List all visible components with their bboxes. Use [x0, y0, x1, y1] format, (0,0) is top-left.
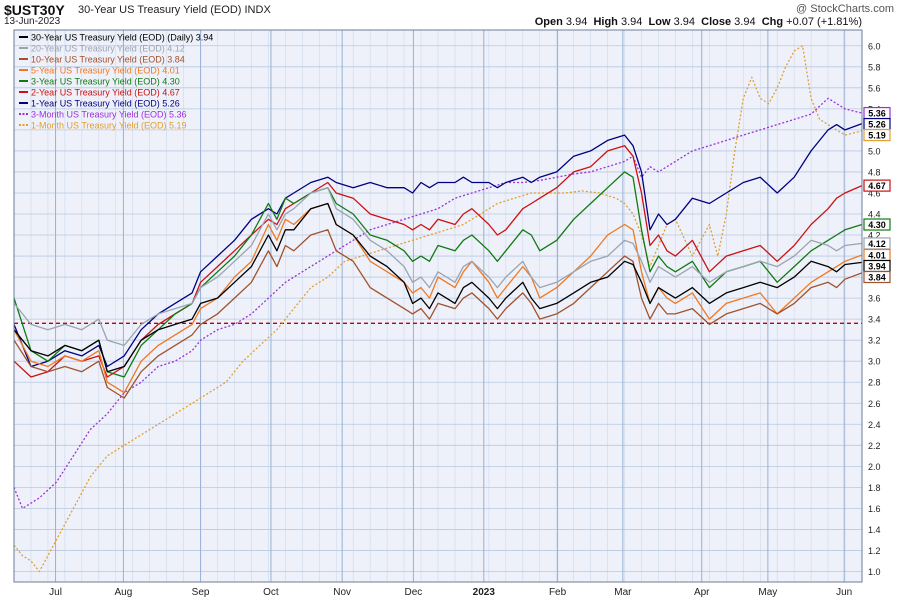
y-tick-label: 5.8: [868, 62, 881, 72]
high-value: 3.94: [620, 16, 643, 28]
exchange-text: INDX: [244, 4, 271, 16]
legend-entry: 10-Year US Treasury Yield (EOD) 3.84: [31, 55, 185, 65]
open-value: 3.94: [565, 16, 588, 28]
y-tick-label: 1.4: [868, 525, 881, 535]
series-line: [13, 187, 863, 347]
y-tick-label: 1.2: [868, 546, 881, 556]
y-tick-label: 2.0: [868, 462, 881, 472]
y-tick-label: 1.6: [868, 504, 881, 514]
legend-entry: 1-Month US Treasury Yield (EOD) 5.19: [31, 121, 187, 131]
last-value-tag-box: [863, 128, 891, 142]
stockcharts-watermark: @ StockCharts.com: [796, 3, 894, 15]
plot-border: [13, 29, 863, 583]
x-tick-label: 2023: [473, 587, 496, 598]
series-line: [13, 122, 863, 368]
y-tick-label: 4.4: [868, 210, 881, 220]
last-value-tag: 5.19: [868, 131, 886, 141]
x-tick-label: Feb: [549, 587, 567, 598]
y-tick-label: 5.0: [868, 146, 881, 156]
legend: 30-Year US Treasury Yield (EOD) (Daily) …: [19, 33, 213, 131]
y-tick-label: 1.0: [868, 567, 881, 577]
high-label: High: [593, 16, 618, 28]
low-value: 3.94: [673, 16, 695, 28]
chg-label: Chg: [761, 16, 784, 28]
chart-gridlines: [14, 30, 862, 582]
legend-entry: 3-Year US Treasury Yield (EOD) 4.30: [31, 77, 180, 87]
y-tick-label: 4.6: [868, 188, 881, 198]
last-value-tag-box: [863, 218, 891, 231]
legend-entry: 30-Year US Treasury Yield (EOD) (Daily) …: [31, 33, 213, 43]
series-line: [13, 171, 863, 378]
last-value-tag: 5.36: [868, 109, 886, 119]
legend-entry: 2-Year US Treasury Yield (EOD) 4.67: [31, 88, 180, 98]
y-tick-label: 1.8: [868, 483, 881, 493]
y-tick-label: 5.6: [868, 83, 881, 93]
x-tick-label: Oct: [263, 587, 279, 598]
last-value-tag: 3.94: [868, 262, 886, 272]
last-value-tag: 5.26: [868, 120, 886, 130]
close-value: 3.94: [734, 16, 756, 28]
y-tick-label: 4.8: [868, 167, 881, 177]
close-label: Close: [701, 16, 732, 28]
last-value-tags: 5.365.265.19 4.67 4.30 4.12 4.013.943.84: [863, 106, 891, 284]
y-tick-label: 2.4: [868, 420, 881, 430]
x-tick-label: Nov: [333, 587, 351, 598]
last-value-tag: 4.67: [868, 181, 886, 191]
chart-date: 13-Jun-2023: [4, 16, 61, 27]
series-line: [13, 202, 863, 394]
last-value-tag: 4.12: [868, 239, 886, 249]
last-value-tag: 4.01: [868, 251, 886, 261]
open-label: Open: [534, 16, 563, 28]
y-tick-label: 3.2: [868, 336, 881, 346]
legend-entry: 5-Year US Treasury Yield (EOD) 4.01: [31, 66, 180, 76]
ohlc-readout: Open 3.94 High 3.94 Low 3.94 Close 3.94 …: [535, 16, 862, 28]
x-axis: Jul Aug Sep Oct Nov Dec 2023 Feb Mar Apr May Jun: [49, 587, 852, 598]
description-text: 30-Year US Treasury Yield (EOD): [78, 4, 242, 16]
x-tick-label: Jul: [49, 587, 62, 598]
series-line: [13, 45, 863, 573]
legend-entry: 20-Year US Treasury Yield (EOD) 4.12: [31, 44, 185, 54]
x-tick-label: Jun: [836, 587, 852, 598]
last-value-tag: 4.30: [868, 220, 886, 230]
x-tick-label: May: [758, 587, 777, 598]
x-tick-label: Mar: [614, 587, 632, 598]
last-value-tag-box: [863, 270, 891, 284]
y-tick-label: 2.8: [868, 378, 881, 388]
x-tick-label: Aug: [114, 587, 132, 598]
y-tick-label: 3.6: [868, 294, 881, 304]
series-lines: [13, 45, 863, 573]
y-tick-label: 3.0: [868, 357, 881, 367]
chg-value: +0.07 (+1.81%): [786, 16, 862, 28]
last-value-tag-box: [863, 179, 891, 192]
y-tick-label: 6.0: [868, 41, 881, 51]
series-line: [13, 202, 863, 373]
x-tick-label: Dec: [405, 587, 423, 598]
series-line: [13, 97, 863, 510]
series-line: [13, 229, 863, 399]
chart-symbol: $UST30Y: [4, 2, 65, 18]
legend-entry: 1-Year US Treasury Yield (EOD) 5.26: [31, 99, 180, 109]
chart-description: 30-Year US Treasury Yield (EOD) INDX: [78, 4, 271, 16]
y-tick-label: 2.6: [868, 399, 881, 409]
y-tick-label: 3.4: [868, 315, 881, 325]
plot-frame: [13, 29, 863, 583]
last-value-tag: 3.84: [868, 273, 886, 283]
y-tick-label: 2.2: [868, 441, 881, 451]
x-tick-label: Sep: [192, 587, 210, 598]
y-tick-label: 4.2: [868, 231, 881, 241]
legend-entry: 3-Month US Treasury Yield (EOD) 5.36: [31, 110, 187, 120]
x-tick-label: Apr: [694, 587, 710, 598]
low-label: Low: [648, 16, 671, 28]
